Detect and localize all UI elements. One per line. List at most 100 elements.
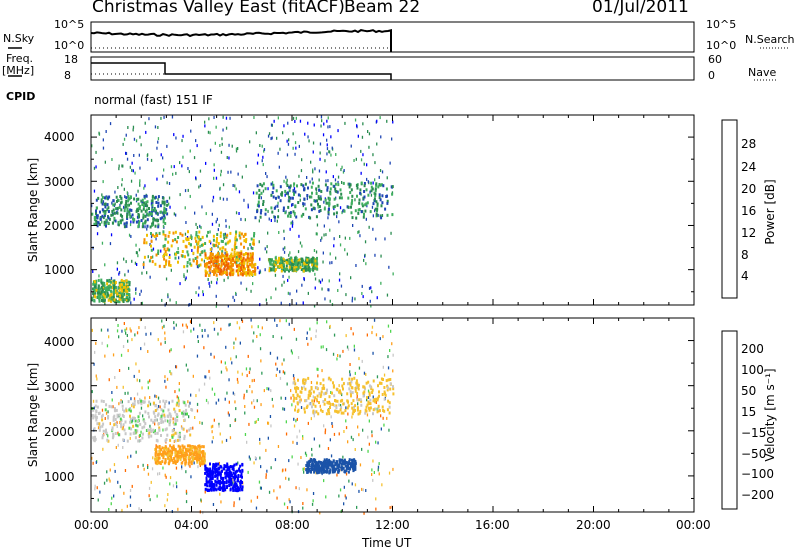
power-feature-cell bbox=[125, 221, 128, 225]
power-feature-cell bbox=[152, 221, 155, 225]
power-speckle-cell bbox=[167, 295, 169, 299]
power-feature-cell bbox=[283, 269, 286, 273]
vel-speckle-cell bbox=[292, 440, 294, 444]
vel-speckle-cell bbox=[221, 440, 223, 444]
power-feature-cell bbox=[378, 193, 381, 197]
power-feature-cell bbox=[264, 212, 267, 216]
vel-speckle-cell bbox=[300, 398, 302, 402]
power-speckle-cell bbox=[391, 137, 393, 141]
power-feature-cell bbox=[95, 222, 98, 226]
power-feature-cell bbox=[292, 263, 295, 267]
power-feature-cell bbox=[238, 231, 241, 235]
power-feature-cell bbox=[327, 212, 330, 216]
power-feature-cell bbox=[375, 183, 378, 187]
vel-feature-cell bbox=[362, 394, 365, 398]
power-speckle-cell bbox=[240, 217, 242, 221]
x-tick-1: 04:00 bbox=[174, 518, 209, 532]
vel-speckle-cell bbox=[267, 421, 270, 425]
power-speckle-cell bbox=[132, 128, 134, 132]
power-speckle-cell bbox=[145, 130, 147, 134]
vel-speckle-cell bbox=[372, 459, 374, 463]
power-feature-cell bbox=[126, 215, 129, 219]
vel-speckle-cell bbox=[175, 323, 177, 327]
power-feature-cell bbox=[247, 271, 250, 275]
vel-feature-cell bbox=[158, 428, 161, 432]
power-speckle-cell bbox=[281, 283, 283, 287]
vel-feature-cell bbox=[322, 469, 325, 473]
power-feature-cell bbox=[100, 200, 103, 204]
vel-feature-cell bbox=[234, 473, 236, 477]
power-speckle-cell bbox=[109, 122, 112, 126]
power-feature-cell bbox=[138, 215, 140, 219]
vel-feature-cell bbox=[209, 482, 212, 486]
power-feature-cell bbox=[174, 230, 177, 234]
vel-speckle-cell bbox=[251, 390, 253, 394]
vel-speckle-cell bbox=[327, 447, 330, 450]
power-feature-cell bbox=[207, 273, 210, 277]
power-speckle-cell bbox=[319, 157, 321, 161]
power-feature-cell bbox=[101, 202, 104, 206]
power-feature-cell bbox=[325, 201, 328, 205]
power-speckle-cell bbox=[126, 191, 128, 195]
vel-feature-cell bbox=[329, 406, 331, 409]
power-speckle-cell bbox=[143, 261, 145, 265]
vel-speckle-cell bbox=[193, 461, 195, 465]
power-speckle-cell bbox=[384, 237, 386, 241]
vel-speckle-cell bbox=[273, 489, 275, 493]
vel-speckle-cell bbox=[315, 334, 317, 338]
power-feature-cell bbox=[121, 291, 124, 295]
vel-feature-cell bbox=[176, 455, 179, 459]
power-speckle-cell bbox=[276, 219, 278, 223]
vel-speckle-cell bbox=[150, 332, 152, 336]
power-feature-cell bbox=[264, 208, 267, 212]
vel-feature-cell bbox=[207, 473, 210, 477]
vel-feature-cell bbox=[188, 451, 191, 455]
power-speckle-cell bbox=[286, 178, 288, 182]
power-feature-cell bbox=[143, 255, 146, 259]
vel-feature-cell bbox=[354, 389, 357, 393]
colorbar-frame bbox=[721, 330, 738, 510]
vel-speckle-cell bbox=[347, 412, 349, 416]
power-speckle-cell bbox=[380, 281, 382, 285]
vel-feature-cell bbox=[216, 469, 219, 473]
power-feature-cell bbox=[144, 209, 147, 213]
power-speckle-cell bbox=[257, 153, 259, 157]
power-feature-cell bbox=[176, 251, 178, 255]
vel-feature-cell bbox=[297, 386, 300, 390]
power-speckle-cell bbox=[287, 142, 290, 146]
vel-speckle-cell bbox=[304, 451, 307, 455]
vel-speckle-cell bbox=[172, 421, 174, 425]
power-feature-cell bbox=[150, 232, 152, 235]
power-feature-cell bbox=[226, 271, 229, 275]
power-feature-cell bbox=[236, 252, 239, 256]
power-feature-cell bbox=[197, 242, 200, 246]
vel-feature-cell bbox=[234, 470, 237, 474]
power-speckle-cell bbox=[129, 223, 132, 227]
vel-speckle-cell bbox=[182, 330, 185, 334]
vel-cbar-label: Velocity [m s⁻¹] bbox=[763, 368, 777, 462]
power-feature-cell bbox=[218, 255, 220, 259]
vel-speckle-cell bbox=[338, 384, 340, 388]
power-feature-cell bbox=[253, 263, 255, 267]
vel-feature-cell bbox=[203, 457, 206, 461]
power-speckle-cell bbox=[124, 207, 126, 210]
vel-speckle-cell bbox=[303, 385, 305, 389]
vel-speckle-cell bbox=[378, 472, 380, 476]
vel-speckle-cell bbox=[274, 458, 277, 462]
power-feature-cell bbox=[117, 286, 120, 290]
vel-speckle-cell bbox=[207, 334, 209, 338]
vel-feature-cell bbox=[313, 470, 316, 474]
vel-speckle-cell bbox=[95, 413, 97, 417]
vel-speckle-cell bbox=[199, 421, 201, 425]
power-feature-cell bbox=[290, 258, 293, 262]
vel-feature-cell bbox=[173, 456, 176, 460]
vel-feature-cell bbox=[322, 384, 325, 388]
power-speckle-cell bbox=[275, 287, 277, 291]
power-feature-cell bbox=[123, 225, 126, 229]
power-feature-cell bbox=[308, 260, 311, 263]
vel-feature-cell bbox=[224, 471, 227, 475]
vel-feature-cell bbox=[219, 485, 222, 489]
power-feature-cell bbox=[110, 299, 112, 303]
power-feature-cell bbox=[209, 266, 212, 270]
power-feature-cell bbox=[146, 204, 149, 208]
